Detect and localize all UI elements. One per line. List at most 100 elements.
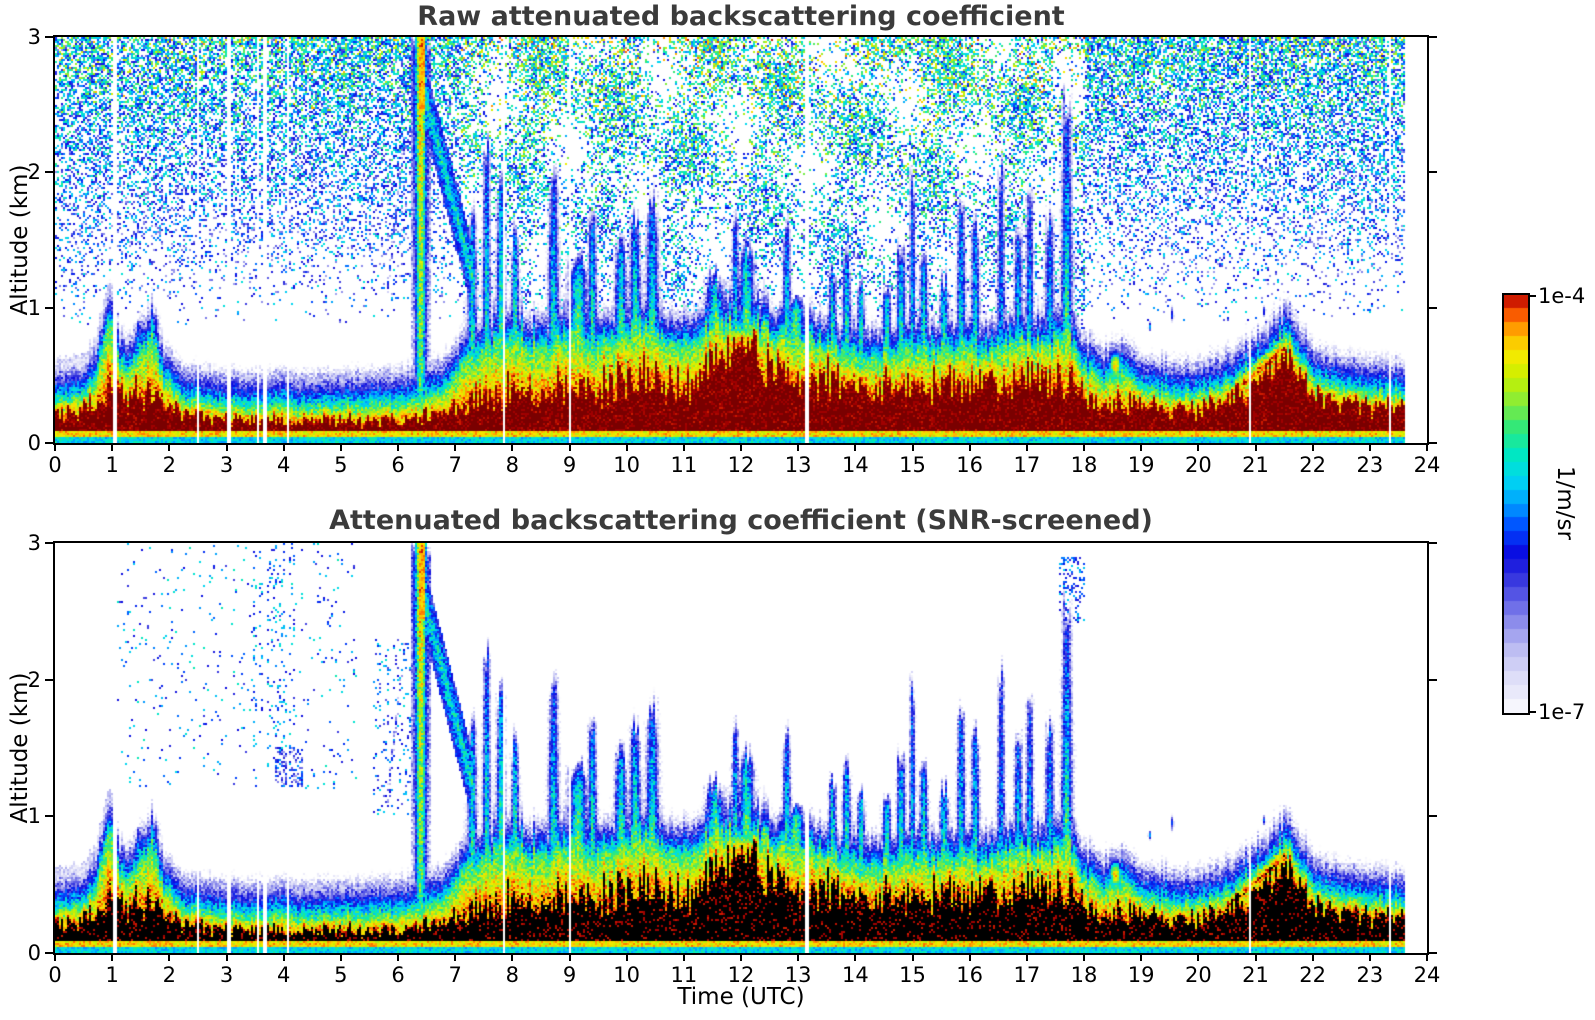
x-tick (1254, 443, 1257, 451)
x-tick (968, 953, 971, 961)
x-tick-label: 20 (1184, 453, 1212, 477)
x-tick-label: 19 (1127, 963, 1155, 987)
x-tick (1025, 953, 1028, 961)
x-tick (225, 443, 228, 451)
x-tick (682, 953, 685, 961)
x-tick (54, 953, 56, 961)
y-tick-label: 0 (27, 431, 41, 455)
x-tick (625, 953, 628, 961)
colorbar-min-label: 1e-7 (1538, 700, 1586, 724)
panel-raw-title: Raw attenuated backscattering coefficien… (417, 1, 1065, 32)
x-tick-label: 1 (105, 453, 119, 477)
x-tick-label: 19 (1127, 453, 1155, 477)
x-tick (397, 953, 399, 961)
colorbar-scale (1504, 295, 1528, 713)
x-tick-label: 17 (1013, 453, 1041, 477)
y-tick-label: 0 (27, 941, 41, 965)
y-tick-right (1429, 952, 1437, 954)
x-tick-label: 20 (1184, 963, 1212, 987)
x-tick-label: 10 (613, 963, 641, 987)
colorbar-min-tick (1530, 711, 1536, 713)
y-tick (45, 442, 53, 444)
x-tick (1311, 443, 1314, 451)
y-axis-label-raw: Altitude (km) (7, 164, 33, 316)
x-tick (511, 443, 514, 451)
plot-frame-raw (53, 35, 1429, 445)
x-tick (854, 953, 857, 961)
x-tick (911, 443, 914, 451)
x-tick-label: 8 (505, 963, 520, 987)
x-tick (1426, 953, 1428, 961)
x-tick-label: 2 (162, 963, 177, 987)
x-tick (1368, 953, 1371, 961)
colorbar-frame (1502, 293, 1530, 715)
x-tick-label: 12 (727, 963, 755, 987)
colorbar-unit-label: 1/m/sr (1552, 466, 1578, 540)
x-tick (1025, 443, 1028, 451)
colorbar-max-tick (1530, 295, 1536, 297)
x-tick (625, 443, 628, 451)
x-tick (454, 953, 457, 961)
y-tick-label: 2 (27, 667, 41, 692)
y-tick (45, 952, 53, 954)
x-tick-label: 18 (1070, 453, 1098, 477)
x-tick-label: 15 (899, 453, 926, 477)
x-tick-label: 6 (391, 453, 405, 477)
y-tick-right (1429, 36, 1437, 38)
x-tick (225, 953, 228, 961)
x-tick-label: 9 (562, 963, 577, 987)
y-tick-right (1429, 171, 1437, 174)
y-tick (45, 306, 53, 309)
y-tick-label: 1 (27, 295, 41, 320)
x-tick-label: 3 (219, 453, 234, 477)
x-tick (911, 953, 914, 961)
x-tick (339, 953, 342, 961)
x-tick-label: 9 (562, 453, 577, 477)
x-tick (111, 953, 114, 961)
x-tick (1197, 953, 1200, 961)
y-tick-label: 1 (27, 804, 41, 829)
x-tick-label: 8 (505, 453, 520, 477)
colorbar-max-label: 1e-4 (1538, 284, 1586, 308)
x-tick-label: 23 (1356, 963, 1384, 987)
x-tick-label: 13 (784, 453, 812, 477)
x-tick-label: 0 (48, 453, 62, 477)
y-tick (45, 815, 53, 818)
x-tick (854, 443, 857, 451)
x-tick-label: 0 (48, 963, 62, 987)
x-tick (1368, 443, 1371, 451)
x-tick (168, 953, 171, 961)
screened-heatmap (55, 543, 1427, 953)
y-tick (45, 542, 53, 544)
x-tick (454, 443, 457, 451)
x-tick-label: 3 (219, 963, 234, 987)
x-tick (339, 443, 342, 451)
x-tick-label: 10 (613, 453, 641, 477)
y-tick-label: 3 (27, 531, 41, 555)
x-tick-label: 5 (334, 963, 348, 987)
x-tick (1254, 953, 1257, 961)
x-tick-label: 16 (956, 963, 984, 987)
x-tick-label: 14 (841, 963, 869, 987)
y-tick-label: 2 (27, 160, 41, 185)
x-tick-label: 7 (448, 963, 462, 987)
x-tick (168, 443, 171, 451)
x-tick-label: 12 (727, 453, 755, 477)
x-tick (1140, 443, 1143, 451)
x-tick-label: 11 (670, 963, 698, 987)
x-tick (1311, 953, 1314, 961)
x-tick (111, 443, 114, 451)
y-tick-right (1429, 678, 1437, 681)
x-tick (1083, 443, 1085, 451)
x-tick-label: 13 (784, 963, 812, 987)
x-tick-label: 6 (391, 963, 405, 987)
x-tick-label: 21 (1242, 453, 1269, 477)
x-tick-label: 2 (162, 453, 177, 477)
x-tick-label: 7 (448, 453, 462, 477)
x-tick-label: 24 (1413, 963, 1441, 987)
x-tick-label: 15 (899, 963, 926, 987)
x-tick-label: 18 (1070, 963, 1098, 987)
x-tick (568, 953, 571, 961)
x-tick (968, 443, 971, 451)
x-tick (740, 443, 742, 451)
